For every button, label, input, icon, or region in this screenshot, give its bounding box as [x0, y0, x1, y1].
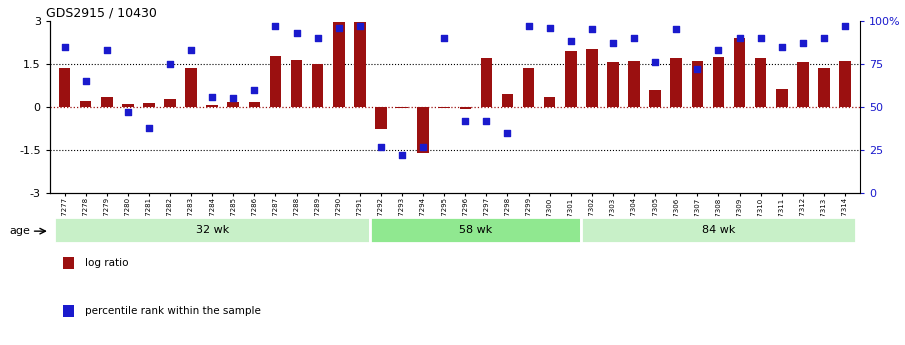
Bar	[270, 56, 281, 107]
Bar	[417, 107, 429, 153]
Bar	[839, 61, 851, 107]
Bar	[249, 102, 260, 107]
Bar	[227, 102, 239, 107]
Bar	[59, 68, 71, 107]
Bar	[586, 49, 597, 107]
Bar	[460, 107, 472, 109]
Point	[585, 27, 599, 32]
Bar	[186, 68, 197, 107]
Bar	[797, 62, 808, 107]
Bar	[291, 60, 302, 107]
Point	[79, 78, 93, 84]
Bar	[776, 89, 787, 107]
Point	[542, 25, 557, 30]
Point	[691, 66, 705, 72]
Bar	[333, 22, 345, 107]
Bar	[607, 62, 619, 107]
Point	[479, 118, 493, 124]
Bar	[628, 61, 640, 107]
Point	[268, 23, 282, 29]
Point	[500, 130, 515, 136]
Bar	[143, 103, 155, 107]
Point	[521, 23, 536, 29]
Bar	[101, 97, 112, 107]
Bar	[376, 107, 386, 129]
Point	[816, 35, 831, 41]
Point	[290, 30, 304, 36]
Text: GDS2915 / 10430: GDS2915 / 10430	[46, 7, 157, 20]
Point	[226, 96, 241, 101]
Bar	[755, 58, 767, 107]
Bar	[396, 107, 408, 108]
Point	[605, 40, 620, 46]
Point	[374, 144, 388, 149]
Point	[648, 59, 662, 65]
Point	[120, 109, 135, 115]
Bar	[818, 68, 830, 107]
Point	[184, 47, 198, 53]
Bar	[481, 58, 492, 107]
Point	[627, 35, 642, 41]
Bar	[354, 22, 366, 107]
Bar	[671, 58, 682, 107]
Text: 58 wk: 58 wk	[459, 225, 492, 235]
Point	[416, 144, 431, 149]
Point	[732, 35, 747, 41]
Bar	[523, 68, 534, 107]
Point	[775, 44, 789, 49]
Point	[838, 23, 853, 29]
Point	[205, 94, 219, 99]
Point	[669, 27, 683, 32]
Point	[458, 118, 472, 124]
Point	[795, 40, 810, 46]
Bar	[544, 97, 556, 107]
Bar	[438, 107, 450, 108]
Point	[310, 35, 325, 41]
Text: log ratio: log ratio	[85, 258, 129, 268]
Text: percentile rank within the sample: percentile rank within the sample	[85, 306, 261, 316]
Bar	[80, 101, 91, 107]
FancyBboxPatch shape	[581, 217, 855, 243]
Bar	[206, 105, 218, 107]
Bar	[122, 104, 134, 107]
Bar	[734, 38, 746, 107]
Point	[564, 39, 578, 44]
Text: age: age	[9, 226, 30, 236]
Text: 84 wk: 84 wk	[701, 225, 735, 235]
Point	[247, 87, 262, 92]
Bar	[650, 90, 661, 107]
Point	[395, 152, 409, 158]
Point	[331, 25, 346, 30]
Bar	[565, 51, 576, 107]
Text: 32 wk: 32 wk	[195, 225, 229, 235]
Point	[711, 47, 726, 53]
Point	[353, 23, 367, 29]
Point	[163, 61, 177, 67]
Bar	[501, 94, 513, 107]
Point	[57, 44, 71, 49]
Bar	[312, 65, 323, 107]
Bar	[164, 99, 176, 107]
FancyBboxPatch shape	[54, 217, 370, 243]
Point	[437, 35, 452, 41]
Point	[753, 35, 767, 41]
Point	[142, 125, 157, 130]
Bar	[691, 61, 703, 107]
Point	[100, 47, 114, 53]
FancyBboxPatch shape	[370, 217, 581, 243]
Bar	[712, 57, 724, 107]
